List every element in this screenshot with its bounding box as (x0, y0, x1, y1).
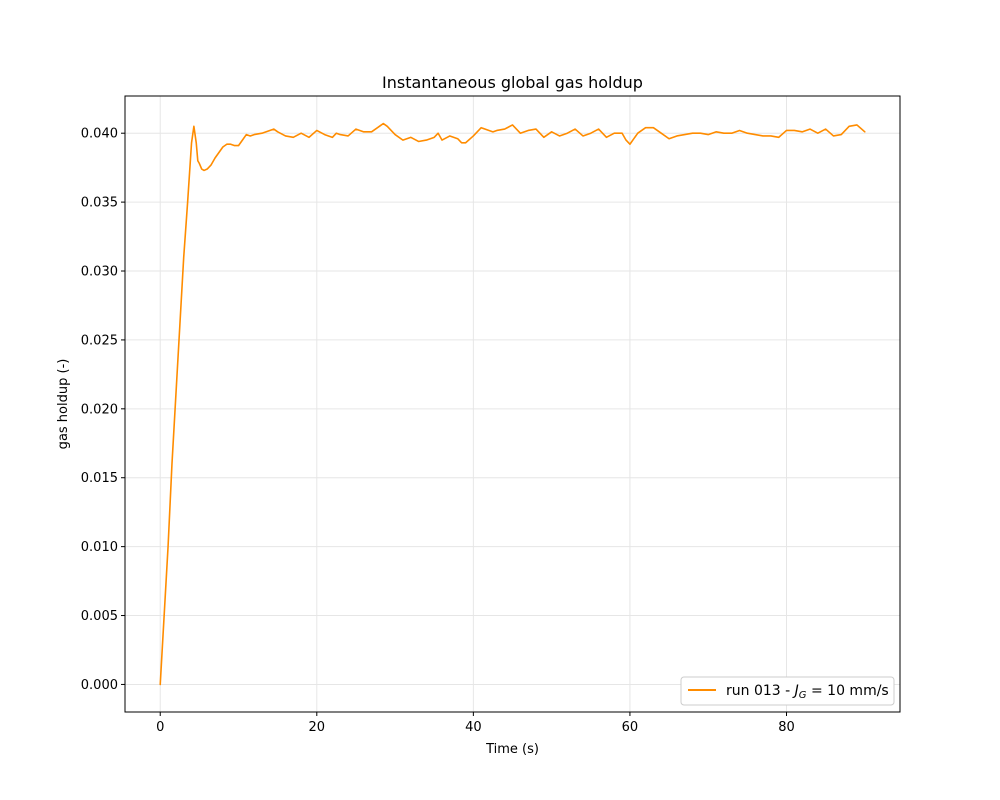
legend-label: run 013 - JG = 10 mm/s (726, 683, 889, 701)
y-tick-label: 0.015 (81, 471, 118, 486)
plot-area-frame (124, 95, 901, 713)
y-tick-label: 0.000 (81, 678, 118, 693)
y-tick-label: 0.040 (81, 127, 118, 142)
y-tick-label: 0.010 (81, 540, 118, 555)
y-tick-label: 0.030 (81, 265, 118, 280)
x-axis-label: Time (s) (485, 742, 539, 757)
legend-box (680, 676, 895, 706)
grid (125, 96, 900, 712)
x-tick-label: 40 (465, 720, 482, 735)
legend: run 013 - JG = 10 mm/s (680, 676, 895, 706)
y-tick-label: 0.035 (81, 196, 118, 211)
axis-ticks: 0 20 40 60 80 0.000 0.005 0.010 0.015 0.020 0.025 0… (81, 127, 795, 735)
x-tick-label: 0 (156, 720, 164, 735)
series-line-0 (159, 122, 866, 686)
y-tick-label: 0.025 (81, 333, 118, 348)
x-tick-label: 60 (622, 720, 639, 735)
x-tick-label: 20 (309, 720, 326, 735)
y-tick-label: 0.005 (81, 609, 118, 624)
series-layer (159, 122, 866, 686)
y-tick-label: 0.020 (81, 402, 118, 417)
x-tick-label: 80 (778, 720, 795, 735)
chart-title: Instantaneous global gas holdup (382, 73, 643, 92)
y-axis-label: gas holdup (-) (56, 359, 71, 450)
